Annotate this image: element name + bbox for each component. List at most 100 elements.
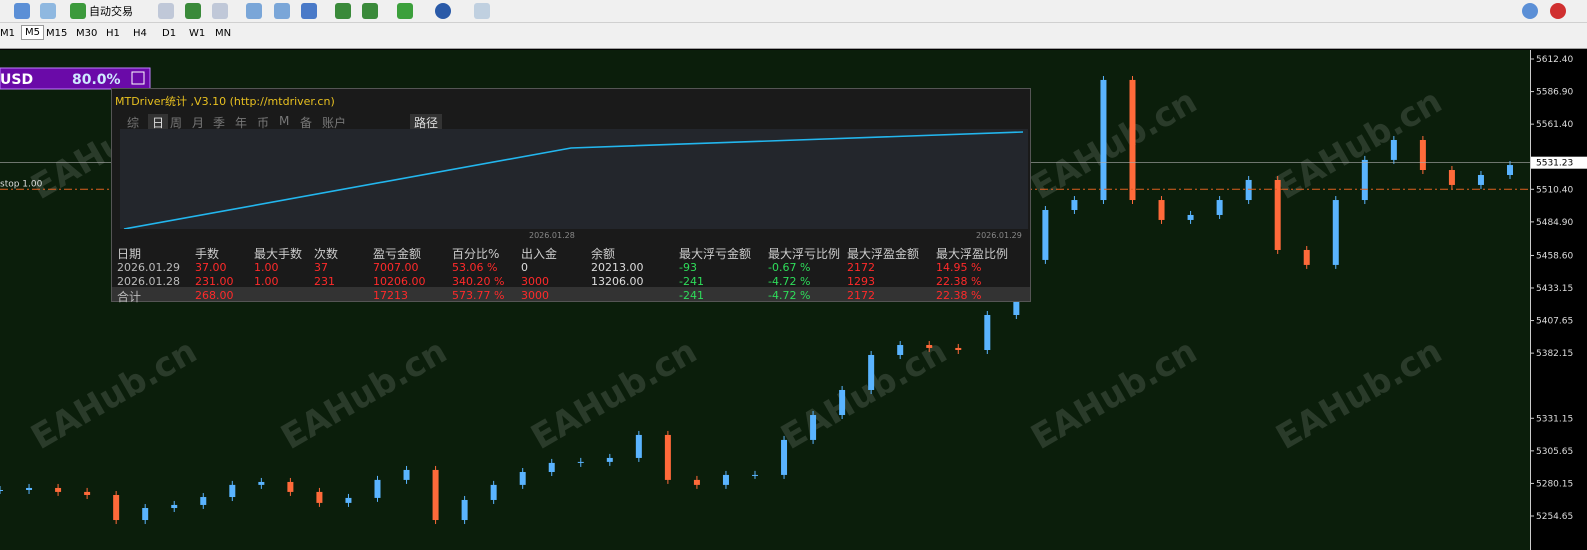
icon[interactable] bbox=[335, 3, 351, 19]
panel-tab[interactable]: 日 bbox=[148, 114, 169, 131]
candle bbox=[229, 484, 236, 498]
timeframe-button[interactable]: H4 bbox=[133, 28, 147, 39]
icon[interactable] bbox=[70, 3, 86, 19]
icon[interactable] bbox=[274, 3, 290, 19]
table-cell: 7007.00 bbox=[373, 261, 419, 274]
icon[interactable] bbox=[40, 3, 56, 19]
alert-icon[interactable] bbox=[1550, 3, 1566, 19]
panel-tab[interactable]: 币 bbox=[257, 116, 270, 130]
icon[interactable] bbox=[362, 3, 378, 19]
timeframe-button[interactable]: D1 bbox=[162, 28, 177, 39]
auto-trade-button[interactable]: 自动交易 bbox=[89, 5, 133, 18]
icon[interactable] bbox=[397, 3, 413, 19]
timeframe-button[interactable]: H1 bbox=[106, 28, 120, 39]
table-header: 次数 bbox=[314, 247, 339, 261]
table-header: 余额 bbox=[591, 247, 616, 261]
icon[interactable] bbox=[301, 3, 317, 19]
icon[interactable] bbox=[435, 3, 451, 19]
candle bbox=[55, 487, 62, 492]
candle bbox=[345, 497, 352, 503]
candle bbox=[897, 345, 904, 355]
candle bbox=[1332, 200, 1339, 265]
table-header: 出入金 bbox=[521, 247, 558, 261]
y-tick-label: 5586.90 bbox=[1536, 88, 1573, 98]
curve-line bbox=[123, 131, 1024, 230]
candle bbox=[606, 457, 613, 462]
search-icon[interactable] bbox=[1522, 3, 1538, 19]
candle bbox=[316, 491, 323, 503]
icon[interactable] bbox=[14, 3, 30, 19]
y-tick-label: 5331.15 bbox=[1536, 414, 1573, 424]
table-header: 最大浮亏金额 bbox=[679, 247, 752, 261]
table-header: 最大浮盈比例 bbox=[936, 247, 1009, 261]
panel-tab[interactable]: 月 bbox=[192, 116, 205, 130]
table-cell: 13206.00 bbox=[591, 275, 644, 288]
panel-tab[interactable]: 年 bbox=[235, 116, 248, 130]
candle bbox=[868, 354, 875, 390]
panel-tab[interactable]: 综 bbox=[127, 116, 140, 130]
candle bbox=[693, 479, 700, 485]
candle bbox=[519, 471, 526, 485]
table-cell: 231 bbox=[314, 275, 335, 288]
candle bbox=[548, 462, 555, 472]
candle bbox=[577, 461, 584, 463]
icon[interactable] bbox=[212, 3, 228, 19]
table-header: 百分比% bbox=[452, 247, 500, 261]
total-cell: 17213 bbox=[373, 289, 408, 302]
candle bbox=[1303, 249, 1310, 265]
y-tick-label: 5382.15 bbox=[1536, 349, 1573, 359]
table-cell: 2026.01.29 bbox=[117, 261, 180, 274]
table-cell: 3000 bbox=[521, 275, 549, 288]
table-cell: 20213.00 bbox=[591, 261, 644, 274]
total-cell: 3000 bbox=[521, 289, 549, 302]
table-header: 最大浮亏比例 bbox=[768, 247, 841, 261]
y-tick-label: 5254.65 bbox=[1536, 512, 1573, 522]
candle bbox=[955, 347, 962, 350]
curve-date: 2026.01.29 bbox=[976, 231, 1022, 240]
y-tick-label: 5484.90 bbox=[1536, 218, 1573, 228]
timeframe-button[interactable]: M30 bbox=[76, 28, 98, 39]
candle bbox=[1187, 214, 1194, 220]
panel-tab[interactable]: 路径 bbox=[410, 114, 443, 131]
total-cell: 合计 bbox=[117, 290, 142, 304]
candle bbox=[113, 494, 120, 521]
panel-tab[interactable]: 周 bbox=[170, 116, 183, 130]
candle bbox=[1507, 165, 1513, 175]
timeframe-button[interactable]: M1 bbox=[0, 28, 15, 39]
candle bbox=[258, 481, 265, 485]
table-header: 日期 bbox=[117, 247, 142, 261]
current-price-box bbox=[1531, 156, 1587, 169]
candle bbox=[635, 434, 642, 458]
y-tick-label: 5305.65 bbox=[1536, 447, 1573, 457]
candle bbox=[403, 469, 410, 480]
candle bbox=[781, 439, 788, 475]
candle bbox=[1390, 139, 1397, 160]
icon[interactable] bbox=[158, 3, 174, 19]
symbol-badge bbox=[0, 67, 151, 90]
table-cell: 22.38 % bbox=[936, 275, 982, 288]
table-cell: 231.00 bbox=[195, 275, 234, 288]
panel-tab[interactable]: 季 bbox=[213, 116, 226, 130]
candle bbox=[1477, 174, 1484, 185]
panel-tab[interactable]: 账户 bbox=[322, 116, 347, 130]
timeframe-button[interactable]: W1 bbox=[189, 28, 206, 39]
stats-panel: MTDriver统计 ,V3.10 (http://mtdriver.cn) 综… bbox=[111, 88, 1031, 304]
timeframe-button[interactable]: M15 bbox=[46, 28, 68, 39]
total-cell: 22.38 % bbox=[936, 289, 982, 302]
table-cell: -241 bbox=[679, 275, 704, 288]
candle bbox=[1071, 200, 1078, 210]
icon[interactable] bbox=[246, 3, 262, 19]
icon[interactable] bbox=[185, 3, 201, 19]
total-cell: -241 bbox=[679, 289, 704, 302]
timeframe-button[interactable]: M5 bbox=[21, 25, 44, 40]
candle bbox=[1100, 79, 1107, 201]
timeframe-button[interactable]: MN bbox=[215, 28, 232, 39]
panel-tab[interactable]: 备 bbox=[300, 116, 313, 130]
icon[interactable] bbox=[474, 3, 490, 19]
y-tick-label: 5612.40 bbox=[1536, 55, 1573, 65]
y-tick-label: 5458.60 bbox=[1536, 251, 1573, 261]
panel-tab[interactable]: M bbox=[279, 114, 290, 128]
table-header: 最大手数 bbox=[254, 247, 303, 261]
candle bbox=[26, 487, 33, 491]
